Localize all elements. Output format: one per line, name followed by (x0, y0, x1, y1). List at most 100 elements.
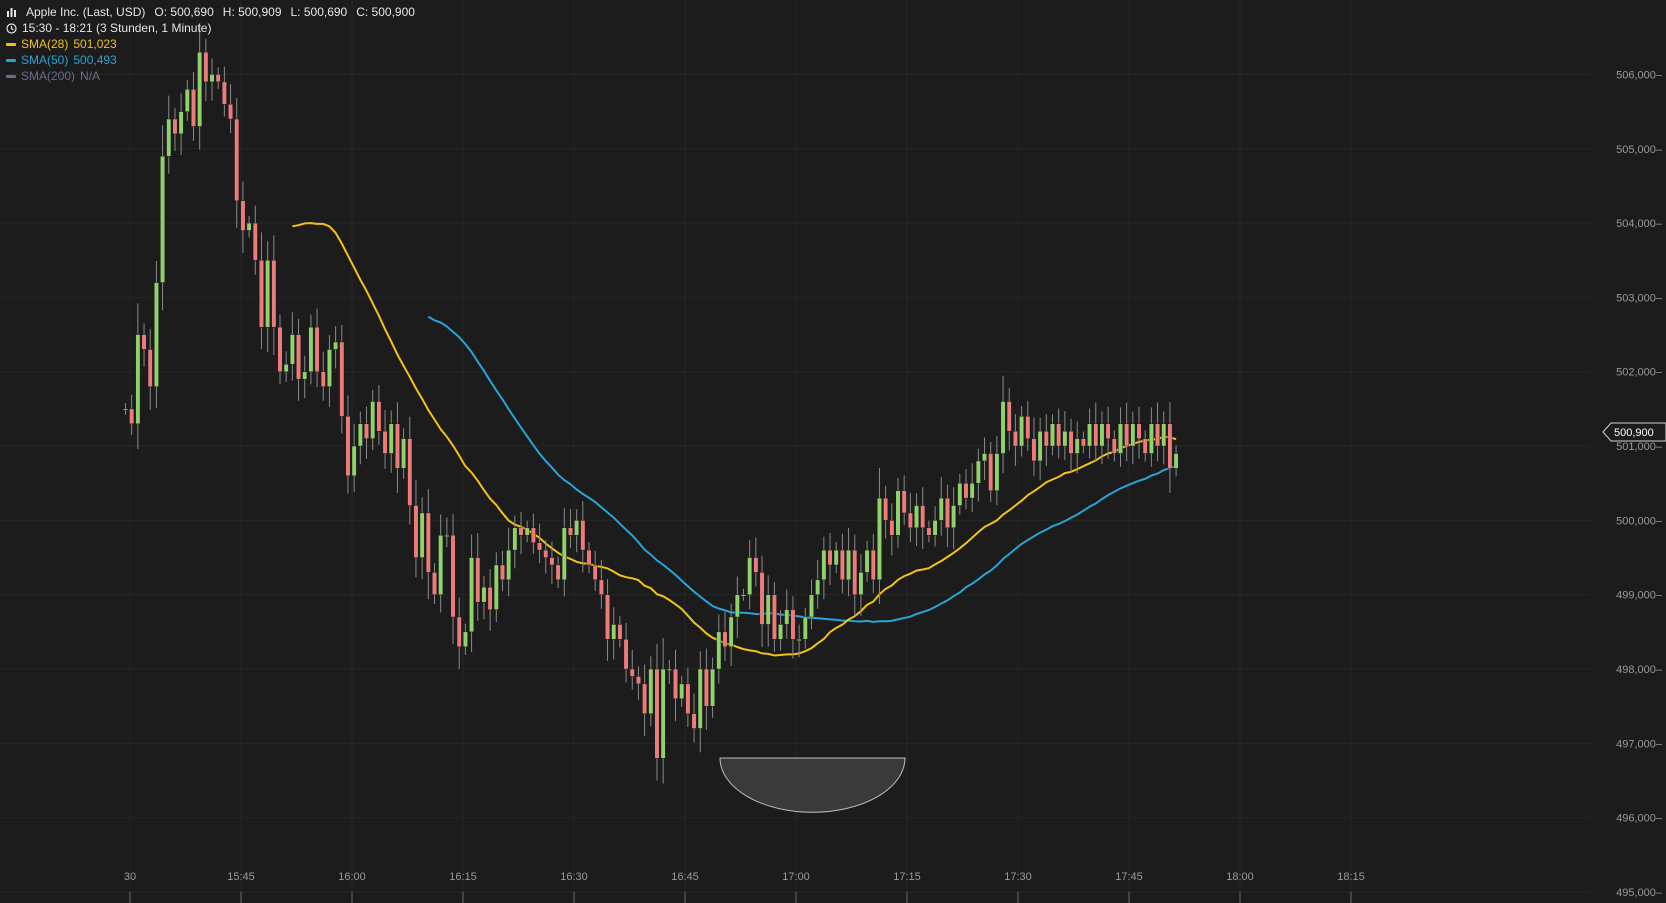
y-tick-label: 495,000– (1616, 887, 1663, 899)
candle (784, 589, 790, 639)
candle (852, 534, 858, 617)
candle (259, 232, 264, 350)
candle (858, 554, 864, 616)
legend-sma200[interactable]: SMA(200) N/A (6, 68, 419, 84)
candle (704, 648, 709, 730)
candle (283, 351, 289, 382)
candle (524, 520, 530, 543)
clock-icon (6, 22, 17, 34)
candle (240, 181, 246, 253)
sma50-value: 500,493 (73, 53, 117, 67)
candle (821, 536, 827, 600)
y-tick-label: 497,000– (1616, 738, 1663, 750)
candle (1142, 430, 1148, 462)
candle (432, 563, 437, 604)
candle (481, 576, 487, 620)
candle (376, 385, 382, 445)
scroll-handle[interactable] (719, 757, 906, 813)
x-tick-label: 17:45 (1115, 871, 1143, 883)
candle (271, 235, 277, 356)
legend-sma50[interactable]: SMA(50) 500,493 (6, 52, 419, 68)
candle (839, 533, 845, 594)
candle (277, 314, 283, 385)
candle (716, 614, 722, 684)
candle (629, 650, 635, 690)
moving-averages (292, 222, 1177, 657)
candle (487, 569, 493, 631)
candle (975, 448, 981, 502)
time-range-row: 15:30 - 18:21 (3 Stunden, 1 Minute) (6, 20, 419, 36)
candle (728, 603, 734, 667)
candle (963, 469, 969, 510)
candle (512, 515, 518, 569)
x-tick-label: 17:30 (1004, 871, 1032, 883)
candles (123, 23, 1179, 784)
y-tick-label: 500,000– (1616, 515, 1663, 527)
y-tick-label: 505,000– (1616, 144, 1663, 156)
candle (351, 423, 357, 493)
x-tick-label: 30 (124, 871, 136, 883)
candle (221, 66, 227, 117)
candle (1155, 402, 1160, 462)
sma28-value: 501,023 (73, 37, 117, 51)
candle (395, 402, 400, 493)
candle (623, 622, 629, 683)
candle (772, 582, 777, 652)
candle (605, 579, 610, 661)
candle (1167, 402, 1173, 493)
candle (530, 513, 536, 554)
candle (289, 312, 295, 381)
candle (889, 503, 895, 556)
candle (382, 410, 388, 469)
bar-chart-icon (6, 7, 17, 18)
candle (339, 324, 345, 434)
candle (568, 508, 573, 549)
sma50-swatch (6, 58, 16, 62)
candle (450, 514, 456, 645)
candle (215, 67, 221, 89)
candle (327, 334, 332, 408)
x-tick-label: 17:15 (893, 871, 921, 883)
candle (370, 389, 376, 451)
candle (1050, 414, 1055, 456)
candle (642, 664, 648, 736)
candle (796, 624, 802, 658)
candle (234, 97, 240, 228)
candle (1037, 417, 1043, 481)
candle (926, 520, 932, 543)
candle (265, 241, 271, 353)
candle (957, 473, 963, 515)
header-row: Apple Inc. (Last, USD) O: 500,690 H: 500… (6, 4, 419, 20)
candle (685, 667, 691, 728)
legend-sma28[interactable]: SMA(28) 501,023 (6, 36, 419, 52)
candle (413, 479, 419, 578)
candle (1105, 406, 1111, 459)
x-tick-label: 16:15 (449, 871, 477, 883)
candle (1025, 401, 1031, 451)
candle (864, 540, 870, 582)
low-value: L: 500,690 (290, 5, 348, 19)
candle (1118, 407, 1123, 467)
candle (345, 395, 351, 494)
candle (945, 484, 950, 548)
candle (518, 511, 524, 555)
candle (1080, 431, 1086, 454)
candle (191, 71, 196, 141)
candle (561, 508, 567, 597)
candle (228, 84, 233, 134)
sma28-line (292, 222, 1177, 657)
x-tick-label: 18:15 (1337, 871, 1365, 883)
candle (401, 428, 406, 479)
candle (617, 616, 623, 648)
candle (463, 623, 468, 655)
sma28-label: SMA(28) (21, 37, 69, 51)
candle (895, 478, 901, 548)
candle (1173, 445, 1179, 477)
y-tick-label: 501,000– (1616, 441, 1663, 453)
candle (691, 693, 697, 743)
candle (123, 402, 128, 415)
candle (1130, 411, 1136, 465)
candle (759, 555, 765, 648)
candle (1087, 408, 1092, 459)
